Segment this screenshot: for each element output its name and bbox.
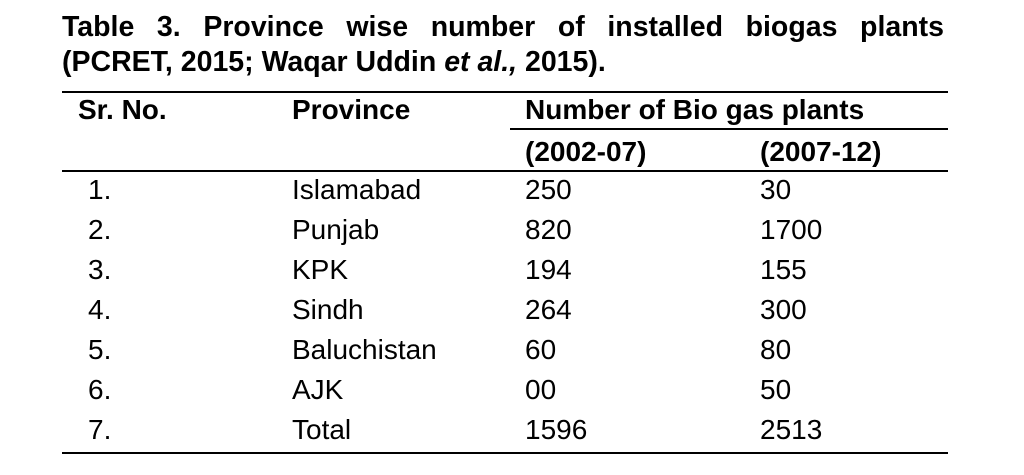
count-2007-12: 2513 [760,414,823,445]
row-number: 5. [88,334,112,365]
count-2007-12: 50 [760,374,792,405]
group-rule [510,128,948,130]
table-caption: Table 3. Province wise number of install… [62,10,944,80]
header-sr: Sr. No. [78,94,167,125]
count-2007-12: 300 [760,294,807,325]
province-name: Baluchistan [292,334,437,365]
count-2007-12: 1700 [760,214,823,245]
province-name: Punjab [292,214,380,245]
count-2007-12: 30 [760,174,792,205]
row-number: 7. [88,414,112,445]
caption-text: 2015). [517,46,606,78]
caption-italic: et al., [444,46,518,78]
header-province: Province [292,94,411,125]
count-2002-07: 250 [525,174,572,205]
row-number: 4. [88,294,112,325]
count-2002-07: 820 [525,214,572,245]
header-period: (2007-12) [760,136,882,167]
count-2002-07: 194 [525,254,572,285]
province-name: KPK [292,254,349,285]
top-rule [62,91,948,93]
province-name: Total [292,414,352,445]
caption-text: Table 3. Province wise number of install… [62,11,944,78]
province-name: Islamabad [292,174,422,205]
province-name: Sindh [292,294,364,325]
count-2002-07: 00 [525,374,557,405]
bottom-rule [62,452,948,454]
row-number: 3. [88,254,112,285]
row-number: 6. [88,374,112,405]
count-2002-07: 60 [525,334,557,365]
header-rule [62,170,948,172]
count-2002-07: 1596 [525,414,588,445]
row-number: 2. [88,214,112,245]
count-2002-07: 264 [525,294,572,325]
row-number: 1. [88,174,112,205]
province-name: AJK [292,374,344,405]
header-group: Number of Bio gas plants [525,94,865,125]
header-period: (2002-07) [525,136,647,167]
count-2007-12: 80 [760,334,792,365]
count-2007-12: 155 [760,254,807,285]
